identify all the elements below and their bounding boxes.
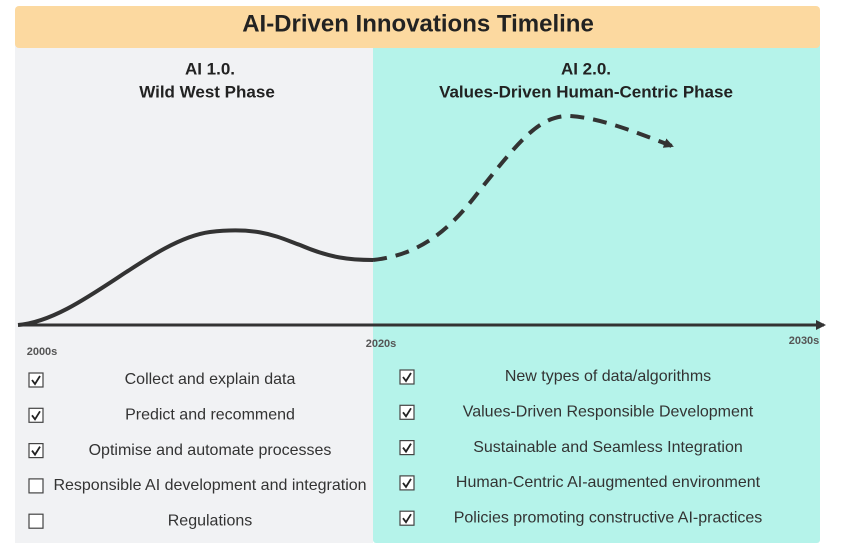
checkmark xyxy=(31,410,41,421)
phase-heading: AI 1.0. xyxy=(185,59,235,78)
checklist-item: Optimise and automate processes xyxy=(89,442,332,459)
checkmark xyxy=(402,513,412,524)
checkbox xyxy=(399,404,415,420)
checkbox xyxy=(28,443,44,459)
timeline-label: 2000s xyxy=(27,346,58,358)
checklist-item: Values-Driven Responsible Development xyxy=(463,404,754,421)
left-panel xyxy=(15,40,373,543)
checklist-item: Policies promoting constructive AI-pract… xyxy=(454,509,763,526)
checkbox xyxy=(28,407,44,423)
checklist-item: Regulations xyxy=(168,512,253,529)
checkbox xyxy=(399,369,415,385)
phase-heading: Values-Driven Human-Centric Phase xyxy=(439,82,733,101)
checkbox xyxy=(28,478,44,494)
phase-heading: AI 2.0. xyxy=(561,59,611,78)
checkbox xyxy=(399,510,415,526)
checkbox xyxy=(28,372,44,388)
checkbox xyxy=(399,475,415,491)
checkbox xyxy=(28,513,44,529)
title-bar xyxy=(15,6,820,48)
checkmark xyxy=(31,446,41,457)
checkmark xyxy=(402,372,412,383)
checkmark xyxy=(402,443,412,454)
right-panel xyxy=(373,40,820,543)
checklist-item: Human-Centric AI-augmented environment xyxy=(456,474,761,491)
checkmark xyxy=(402,478,412,489)
checklist-item: Responsible AI development and integrati… xyxy=(53,477,366,494)
checklist-item: New types of data/algorithms xyxy=(505,368,711,385)
title: AI-Driven Innovations Timeline xyxy=(242,10,594,37)
checklist-item: Predict and recommend xyxy=(125,407,295,424)
solid-curve xyxy=(17,228,374,327)
timeline-label: 2030s xyxy=(789,335,820,347)
checklist-item: Collect and explain data xyxy=(125,371,296,388)
checklist-item: Sustainable and Seamless Integration xyxy=(473,439,743,456)
timeline-label: 2020s xyxy=(366,338,397,350)
checkbox xyxy=(399,440,415,456)
checkmark xyxy=(402,407,412,418)
phase-heading: Wild West Phase xyxy=(139,82,275,101)
checkmark xyxy=(31,375,41,386)
